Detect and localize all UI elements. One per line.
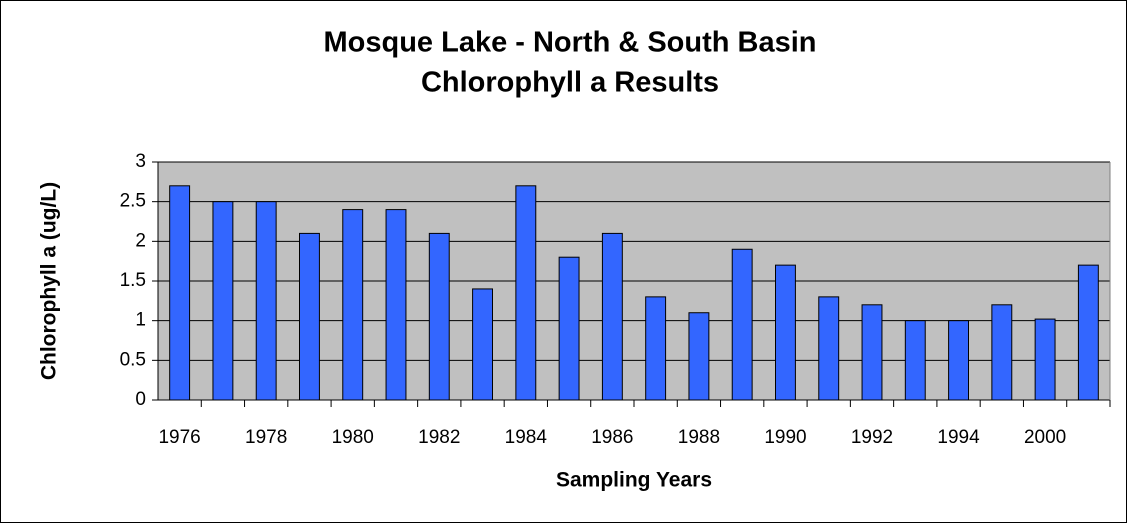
y-axis-title: Chlorophyll a (ug/L) [38,182,61,380]
x-tick-label: 1980 [332,427,374,448]
y-tick-label: 0.5 [120,349,146,370]
y-tick-label: 2 [135,230,146,251]
bar [775,264,796,401]
bar [169,185,191,401]
bar [1034,318,1056,401]
bar [904,320,926,401]
bar [428,232,450,401]
bar [861,304,883,401]
bar [342,209,364,401]
bar [948,320,969,401]
bar [818,296,840,401]
y-tick-label: 1.5 [120,270,146,291]
x-tick-label: 1976 [158,427,200,448]
bar [731,248,753,401]
bar [645,296,667,401]
y-tick-label: 3 [135,151,146,172]
bar [991,304,1013,401]
bar [472,288,493,401]
x-tick-label: 1990 [764,427,806,448]
bar [1077,264,1099,401]
x-axis-title: Sampling Years [556,469,712,492]
x-tick-label: 1986 [591,427,633,448]
y-tick-label: 2.5 [120,191,146,212]
x-tick-label: 1988 [678,427,720,448]
bar [688,312,710,401]
x-tick-label: 1978 [245,427,287,448]
x-tick-label: 1984 [505,427,548,448]
bar [385,209,407,401]
bar [212,201,234,401]
bar [515,185,537,401]
bar [558,256,580,401]
x-tick-label: 1982 [418,427,460,448]
y-tick-label: 1 [135,310,146,331]
x-tick-label: 2000 [1024,427,1066,448]
y-tick-label: 0 [135,389,146,410]
chart-title: Chlorophyll a Results [421,67,719,99]
bar [299,232,320,401]
bar [601,232,623,401]
chart-title: Mosque Lake - North & South Basin [323,27,816,59]
bar [255,201,277,401]
x-tick-label: 1994 [937,427,980,448]
x-tick-label: 1992 [851,427,893,448]
